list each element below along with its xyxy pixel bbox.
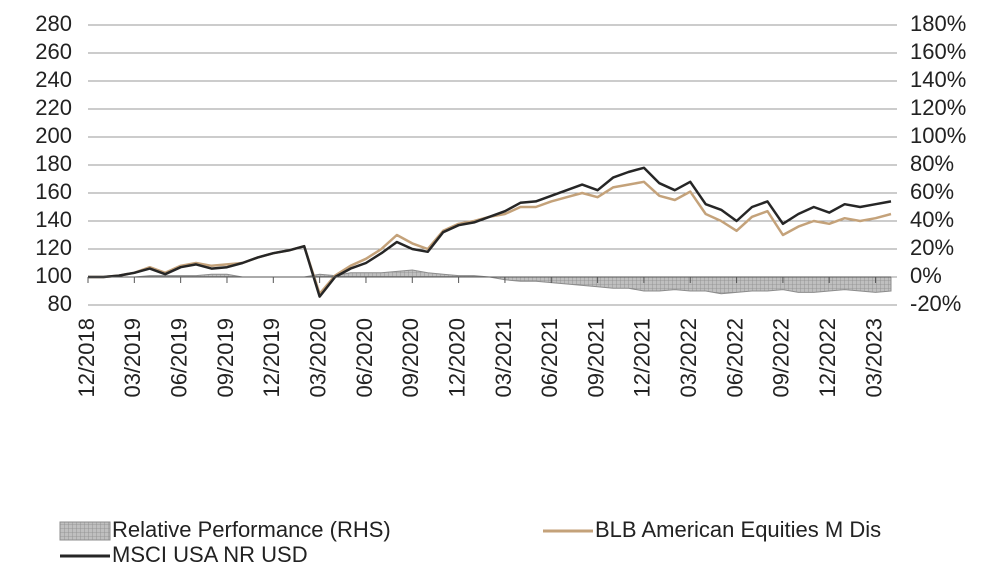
x-tick-label: 03/2022 (676, 318, 701, 398)
x-tick-label: 09/2020 (398, 318, 423, 398)
y-tick-label: 160 (35, 179, 72, 204)
y2-tick-label: 120% (910, 95, 966, 120)
y-tick-label: 240 (35, 67, 72, 92)
y2-tick-label: 180% (910, 11, 966, 36)
y2-tick-label: 60% (910, 179, 954, 204)
y-tick-label: 260 (35, 39, 72, 64)
y2-tick-label: 100% (910, 123, 966, 148)
y2-tick-label: 160% (910, 39, 966, 64)
x-tick-label: 06/2022 (722, 318, 747, 398)
legend-label: BLB American Equities M Dis (595, 517, 881, 542)
y2-tick-label: 40% (910, 207, 954, 232)
y2-tick-label: 80% (910, 151, 954, 176)
x-tick-label: 06/2020 (352, 318, 377, 398)
y-tick-label: 140 (35, 207, 72, 232)
legend-label: MSCI USA NR USD (112, 542, 308, 567)
y2-tick-label: 0% (910, 263, 942, 288)
y-tick-label: 200 (35, 123, 72, 148)
y2-tick-label: -20% (910, 291, 961, 316)
legend-label: Relative Performance (RHS) (112, 517, 391, 542)
x-tick-label: 06/2021 (537, 318, 562, 398)
y2-tick-label: 140% (910, 67, 966, 92)
y-tick-label: 80 (48, 291, 72, 316)
legend-swatch (59, 521, 111, 541)
x-tick-label: 09/2022 (769, 318, 794, 398)
x-tick-label: 03/2021 (491, 318, 516, 398)
x-tick-label: 12/2018 (74, 318, 99, 398)
x-tick-label: 03/2023 (861, 318, 886, 398)
y-tick-label: 120 (35, 235, 72, 260)
x-tick-label: 12/2021 (630, 318, 655, 398)
x-tick-label: 09/2021 (583, 318, 608, 398)
line (88, 166, 892, 298)
y-tick-label: 280 (35, 11, 72, 36)
x-tick-label: 12/2020 (444, 318, 469, 398)
x-tick-label: 06/2019 (166, 318, 191, 398)
y-tick-label: 180 (35, 151, 72, 176)
y-tick-label: 100 (35, 263, 72, 288)
area (88, 269, 892, 295)
x-tick-label: 03/2020 (305, 318, 330, 398)
x-tick-label: 12/2019 (259, 318, 284, 398)
x-tick-label: 09/2019 (213, 318, 238, 398)
x-tick-label: 12/2022 (815, 318, 840, 398)
x-tick-label: 03/2019 (120, 318, 145, 398)
y2-tick-label: 20% (910, 235, 954, 260)
y-tick-label: 220 (35, 95, 72, 120)
